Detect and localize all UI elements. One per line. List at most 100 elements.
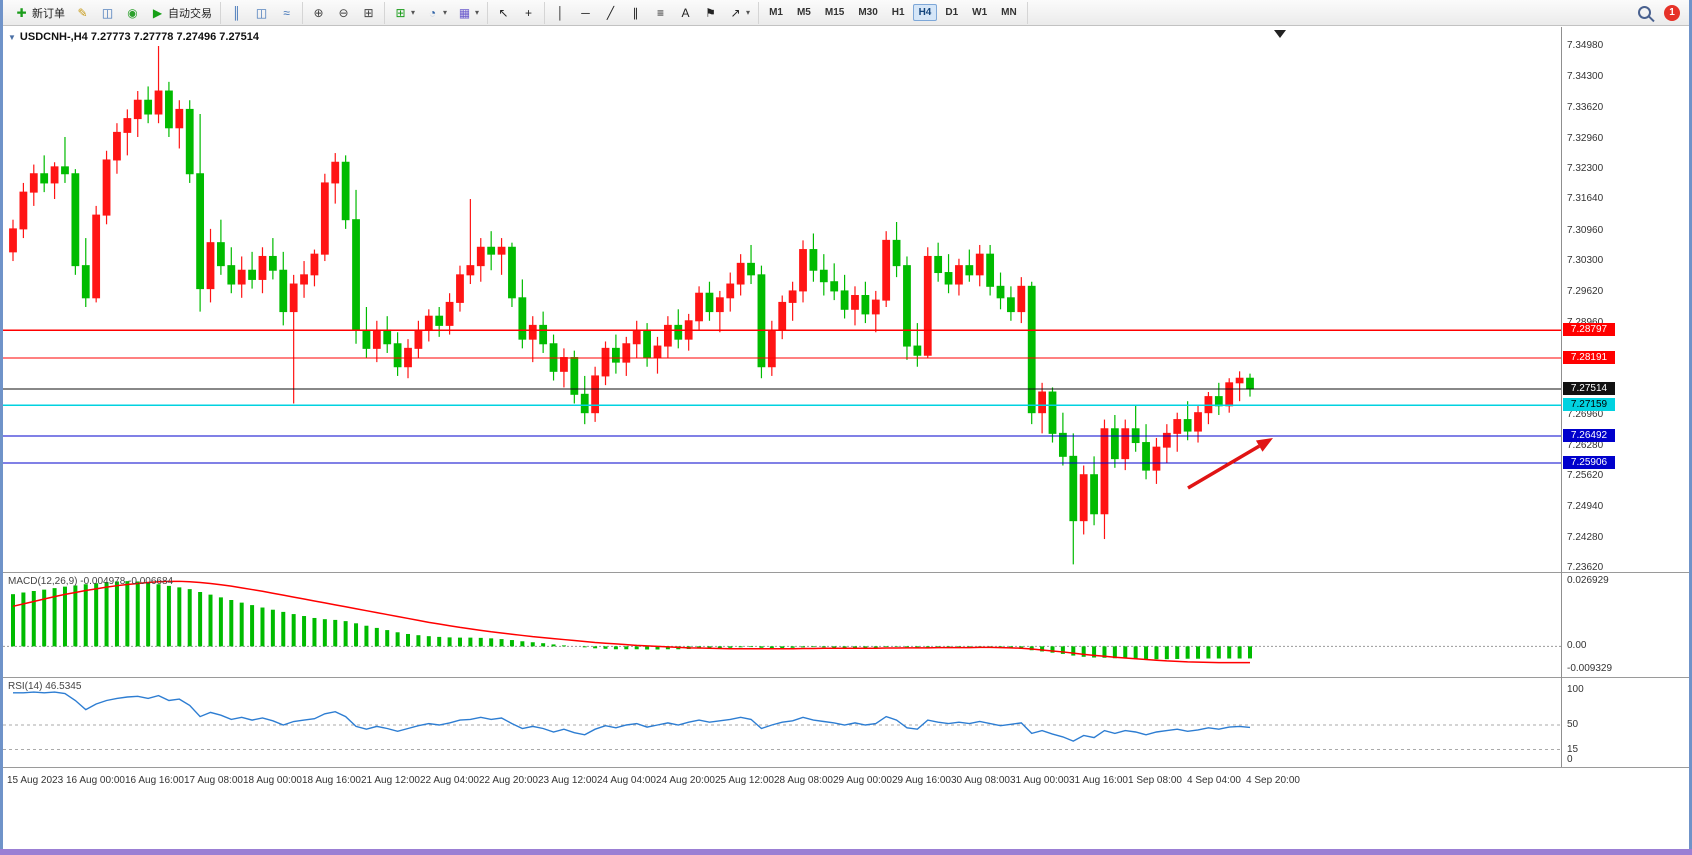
chart-shift-marker[interactable] [1274, 30, 1286, 38]
tf-m1-label: M1 [769, 7, 783, 18]
candle [1079, 465, 1088, 535]
notification-badge[interactable]: 1 [1664, 4, 1680, 21]
tf-d1[interactable]: D1 [939, 4, 964, 21]
candle [747, 244, 755, 285]
tf-m15-label: M15 [824, 7, 845, 18]
horizontal-line-button[interactable]: ─ [574, 2, 597, 23]
tf-h4[interactable]: H4 [912, 4, 938, 21]
candle [61, 136, 69, 183]
trend-arrow-annotation[interactable] [1187, 438, 1273, 490]
periods-button[interactable]: ◔ ▾ [421, 2, 451, 23]
line-chart-button[interactable]: ≈ [275, 2, 298, 23]
zoom-in-icon: ⊕ [313, 5, 324, 20]
panel-divider[interactable] [3, 572, 1689, 573]
tile-windows-button[interactable]: ⊞ [357, 2, 380, 23]
candle [237, 256, 246, 298]
zoom-out-button[interactable]: ⊖ [332, 2, 355, 23]
tf-mn[interactable]: MN [995, 4, 1023, 21]
arrow-icon: ↗ [730, 5, 741, 20]
candle [1173, 412, 1182, 452]
candle [1090, 456, 1098, 526]
price-axis-label: 7.32300 [1567, 163, 1604, 175]
line-chart-icon: ≈ [283, 5, 290, 20]
text-label-button[interactable]: ⚑ [699, 2, 722, 23]
candle [133, 91, 142, 137]
candle [1235, 371, 1244, 402]
candle [9, 219, 17, 262]
new-order-button[interactable]: ✚ 新订单 [10, 2, 69, 24]
candle [1194, 405, 1202, 443]
tf-m1[interactable]: M1 [763, 4, 789, 21]
tf-h1[interactable]: H1 [886, 4, 911, 21]
price-axis-label: 7.33620 [1567, 102, 1604, 114]
candle [497, 238, 506, 275]
toolbar-right: 1 [1633, 3, 1692, 22]
candlestick-chart-button[interactable]: ◫ [250, 2, 273, 23]
tf-m30[interactable]: M30 [852, 4, 883, 21]
candle [528, 316, 537, 363]
candle [92, 205, 101, 303]
candle [341, 155, 350, 229]
candle [1027, 281, 1036, 425]
time-axis-label: 16 Aug 16:00 [125, 775, 184, 786]
main-chart-canvas[interactable] [3, 27, 1562, 572]
clock-icon: ◔ [428, 5, 437, 20]
macd-canvas[interactable] [3, 573, 1562, 677]
price-axis-label: 7.29620 [1567, 286, 1604, 298]
price-axis-label: 7.30300 [1567, 255, 1604, 267]
candle [861, 281, 870, 324]
templates-icon: ▦ [458, 5, 471, 20]
crosshair-button[interactable]: + [517, 2, 540, 23]
candle [1058, 412, 1067, 466]
cursor-group: ↖ + [488, 1, 546, 24]
tf-w1-label: W1 [972, 7, 988, 18]
price-axis-label: 7.34980 [1567, 40, 1604, 51]
trade-group: ✚ 新订单 ✎ ◫ ◉ ▶ 自动交易 [6, 1, 221, 24]
channel-button[interactable]: ∥ [624, 2, 647, 23]
candle [819, 254, 828, 296]
terminal-button[interactable]: ◫ [96, 2, 119, 23]
search-button[interactable] [1634, 3, 1655, 22]
macd-axis-label: -0.009329 [1567, 663, 1613, 674]
new-chart-button[interactable]: ⊞ ▾ [389, 2, 419, 23]
community-button[interactable]: ◉ [121, 2, 144, 23]
tf-m5[interactable]: M5 [791, 4, 817, 21]
panel-divider[interactable] [3, 767, 1689, 768]
price-axis-label: 7.26280 [1567, 439, 1604, 451]
panel-divider[interactable] [3, 677, 1689, 678]
candle [476, 238, 485, 282]
tf-w1[interactable]: W1 [966, 4, 993, 21]
text-button[interactable]: A [674, 2, 697, 23]
cursor-button[interactable]: ↖ [492, 2, 515, 23]
rsi-canvas[interactable] [3, 678, 1562, 767]
auto-trading-button[interactable]: ▶ 自动交易 [146, 2, 216, 24]
metaeditor-button[interactable]: ✎ [71, 2, 94, 23]
price-axis-label: 7.24280 [1567, 531, 1604, 543]
time-axis[interactable]: 15 Aug 2023 16 Aug 00:00 16 Aug 16:00 17 Au… [3, 770, 1561, 792]
tf-m15[interactable]: M15 [819, 4, 850, 21]
templates-button[interactable]: ▦ ▾ [453, 2, 483, 23]
candle [996, 272, 1005, 310]
candle [1100, 419, 1109, 540]
channel-icon: ∥ [632, 5, 639, 20]
chevron-down-icon: ▾ [443, 8, 448, 17]
one-click-trading-toggle[interactable]: ▼ [8, 32, 16, 42]
chevron-down-icon: ▾ [411, 8, 416, 17]
new-order-icon: ✚ [16, 5, 27, 20]
vertical-line-button[interactable]: │ [549, 2, 572, 23]
arrows-button[interactable]: ↗ ▾ [724, 2, 754, 23]
zoom-in-button[interactable]: ⊕ [307, 2, 330, 23]
candle [632, 320, 641, 358]
fibonacci-button[interactable]: ≡ [649, 2, 672, 23]
time-axis-label: 1 Sep 08:00 [1128, 775, 1182, 786]
trendline-button[interactable]: ╱ [599, 2, 622, 23]
candle [601, 341, 610, 386]
time-axis-label: 30 Aug 08:00 [951, 775, 1010, 786]
search-icon [1638, 6, 1651, 19]
candle [663, 316, 672, 358]
bar-chart-button[interactable]: ║ [225, 2, 248, 23]
time-axis-label: 4 Sep 20:00 [1246, 775, 1300, 786]
candle [196, 114, 205, 312]
time-axis-label: 22 Aug 04:00 [420, 775, 479, 786]
